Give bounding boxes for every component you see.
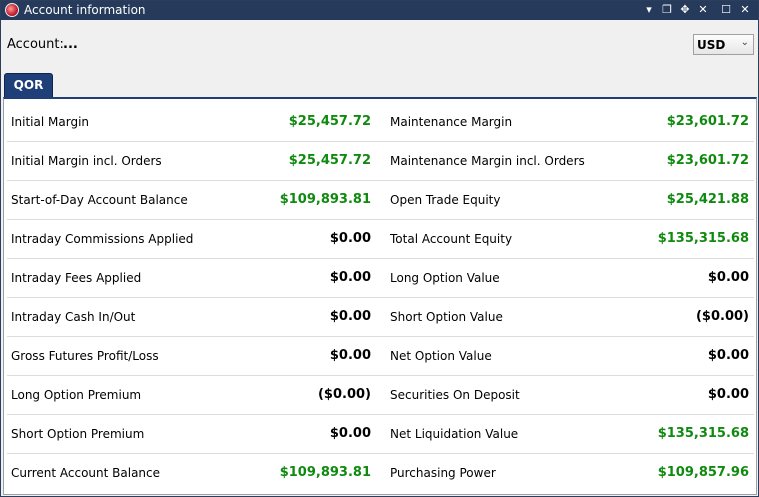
account-summary-grid: Initial Margin $25,457.72 Maintenance Marg… bbox=[7, 103, 754, 493]
detach-icon[interactable]: ✕ bbox=[698, 3, 708, 16]
left-value: $0.00 bbox=[329, 270, 371, 285]
right-value: $109,857.96 bbox=[657, 465, 749, 480]
right-value: $0.00 bbox=[707, 387, 749, 402]
restore-windows-icon[interactable]: ❐ bbox=[662, 3, 672, 16]
tab-qor[interactable]: QOR bbox=[4, 73, 53, 97]
right-label: Net Liquidation Value bbox=[390, 427, 519, 441]
left-value: $0.00 bbox=[329, 309, 371, 324]
left-value: $0.00 bbox=[329, 426, 371, 441]
table-row: Initial Margin incl. Orders $25,457.72 Mai… bbox=[7, 142, 754, 181]
currency-value: USD bbox=[697, 38, 726, 52]
table-row: Short Option Premium $0.00 Net Liquidation… bbox=[7, 415, 754, 454]
right-value: $135,315.68 bbox=[657, 231, 749, 246]
currency-select[interactable]: USD ⌄ bbox=[693, 34, 754, 55]
left-value: $25,457.72 bbox=[288, 153, 371, 168]
right-label: Net Option Value bbox=[390, 349, 492, 363]
right-value: $0.00 bbox=[707, 270, 749, 285]
table-row: Long Option Premium ($0.00) Securities On … bbox=[7, 376, 754, 415]
left-label: Intraday Commissions Applied bbox=[11, 232, 194, 246]
account-summary-panel: Initial Margin $25,457.72 Maintenance Marg… bbox=[3, 97, 757, 495]
table-row: Gross Futures Profit/Loss $0.00 Net Option… bbox=[7, 337, 754, 376]
right-label: Purchasing Power bbox=[390, 466, 496, 480]
left-value: ($0.00) bbox=[317, 387, 371, 402]
left-value: $109,893.81 bbox=[279, 465, 371, 480]
app-logo-icon bbox=[5, 3, 19, 17]
right-value: $23,601.72 bbox=[666, 114, 749, 129]
right-label: Total Account Equity bbox=[390, 232, 513, 246]
account-label: Account: bbox=[7, 37, 64, 52]
left-value: $0.00 bbox=[329, 348, 371, 363]
left-label: Start-of-Day Account Balance bbox=[11, 193, 188, 207]
right-label: Long Option Value bbox=[390, 271, 500, 285]
table-row: Start-of-Day Account Balance $109,893.81 O… bbox=[7, 181, 754, 220]
left-label: Long Option Premium bbox=[11, 388, 142, 402]
table-row: Initial Margin $25,457.72 Maintenance Marg… bbox=[7, 103, 754, 142]
right-label: Open Trade Equity bbox=[390, 193, 501, 207]
title-bar[interactable]: Account information ▾ ❐ ✥ ✕ ☐ ✕ bbox=[1, 1, 758, 20]
left-value: $0.00 bbox=[329, 231, 371, 246]
left-value: $25,457.72 bbox=[288, 114, 371, 129]
right-label: Maintenance Margin bbox=[390, 115, 513, 129]
left-label: Gross Futures Profit/Loss bbox=[11, 349, 159, 363]
right-value: $0.00 bbox=[707, 348, 749, 363]
right-label: Short Option Value bbox=[390, 310, 503, 324]
maximize-icon[interactable]: ☐ bbox=[721, 3, 731, 16]
account-value[interactable]: ... bbox=[63, 37, 78, 52]
left-label: Initial Margin incl. Orders bbox=[11, 154, 162, 168]
chevron-down-icon: ⌄ bbox=[740, 37, 749, 48]
left-value: $109,893.81 bbox=[279, 192, 371, 207]
left-label: Intraday Fees Applied bbox=[11, 271, 142, 285]
menu-dropdown-icon[interactable]: ▾ bbox=[646, 3, 652, 16]
left-label: Short Option Premium bbox=[11, 427, 145, 441]
left-label: Current Account Balance bbox=[11, 466, 161, 480]
cascade-windows-icon[interactable]: ✥ bbox=[680, 3, 690, 16]
left-label: Intraday Cash In/Out bbox=[11, 310, 136, 324]
close-icon[interactable]: ✕ bbox=[740, 3, 750, 16]
table-row: Current Account Balance $109,893.81 Purcha… bbox=[7, 454, 754, 493]
table-row: Intraday Fees Applied $0.00 Long Option Va… bbox=[7, 259, 754, 298]
table-row: Intraday Commissions Applied $0.00 Total A… bbox=[7, 220, 754, 259]
table-row: Intraday Cash In/Out $0.00 Short Option Va… bbox=[7, 298, 754, 337]
account-toolbar: Account: ... USD ⌄ bbox=[1, 20, 758, 70]
right-value: $25,421.88 bbox=[666, 192, 749, 207]
right-value: $23,601.72 bbox=[666, 153, 749, 168]
right-value: $135,315.68 bbox=[657, 426, 749, 441]
left-label: Initial Margin bbox=[11, 115, 90, 129]
window-title: Account information bbox=[24, 3, 146, 17]
right-value: ($0.00) bbox=[695, 309, 749, 324]
right-label: Maintenance Margin incl. Orders bbox=[390, 154, 585, 168]
right-label: Securities On Deposit bbox=[390, 388, 520, 402]
